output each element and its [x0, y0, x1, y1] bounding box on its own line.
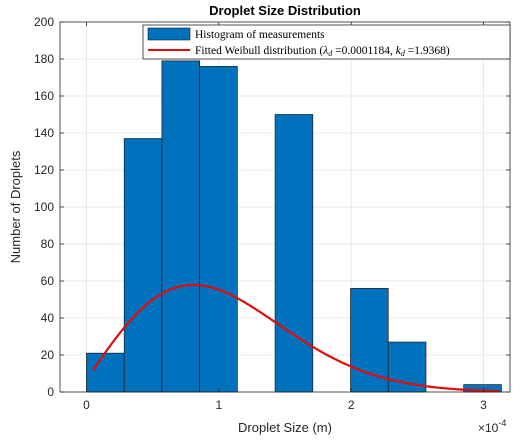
- y-tick-label: 20: [41, 348, 55, 362]
- histogram-bar: [86, 352, 125, 393]
- y-tick-label: 200: [34, 15, 54, 29]
- histogram-bar: [123, 138, 163, 393]
- y-tick-label: 40: [41, 311, 55, 325]
- histogram-bar: [274, 114, 314, 393]
- x-axis-multiplier-exponent: -4: [498, 418, 506, 428]
- x-ticks: 0 1 2 3: [83, 22, 487, 412]
- legend-label-histogram: Histogram of measurements: [195, 29, 325, 41]
- chart-title: Droplet Size Distribution: [209, 3, 361, 18]
- x-axis-label: Droplet Size (m): [238, 420, 332, 435]
- histogram-bar: [350, 288, 389, 393]
- y-tick-label: 120: [34, 163, 54, 177]
- legend-fit-lambda-value: =0.0001184: [335, 45, 390, 57]
- y-tick-label: 80: [41, 237, 55, 251]
- legend-fit-name: Fitted Weibull distribution: [195, 45, 317, 57]
- histogram-bar: [161, 60, 200, 393]
- y-tick-label: 60: [41, 274, 55, 288]
- y-tick-label: 180: [34, 52, 54, 66]
- legend-swatch-histogram: [147, 27, 191, 41]
- legend-box: [142, 24, 511, 60]
- x-axis-multiplier: ×10-4: [478, 418, 506, 435]
- x-tick-label: 3: [480, 398, 487, 412]
- histogram-bar: [199, 66, 238, 393]
- x-tick-label: 0: [83, 398, 90, 412]
- legend-fit-lambda-sub: d: [328, 49, 333, 58]
- y-axis-label: Number of Droplets: [8, 150, 23, 263]
- fit-line: [92, 283, 500, 393]
- legend: Histogram of measurements Fitted Weibull…: [142, 24, 511, 60]
- x-tick-label: 1: [215, 398, 222, 412]
- x-tick-label: 2: [348, 398, 355, 412]
- fit-curve: [92, 283, 500, 393]
- x-axis-multiplier-base: ×10: [478, 421, 499, 435]
- legend-fit-k-symbol: k: [396, 45, 402, 57]
- histogram-bars: [86, 60, 502, 393]
- legend-fit-k-value: =1.9368: [408, 45, 446, 57]
- y-tick-label: 100: [34, 200, 54, 214]
- legend-label-fit: Fitted Weibull distribution (λd =0.00011…: [195, 45, 450, 58]
- legend-fit-k-sub: d: [401, 49, 406, 58]
- y-ticks: 0 20 40 60 80 100 120 140 160 180 200: [34, 15, 510, 399]
- y-tick-label: 140: [34, 126, 54, 140]
- legend-fit-lambda-symbol: λ: [322, 45, 328, 57]
- y-tick-label: 160: [34, 89, 54, 103]
- y-tick-label: 0: [47, 385, 54, 399]
